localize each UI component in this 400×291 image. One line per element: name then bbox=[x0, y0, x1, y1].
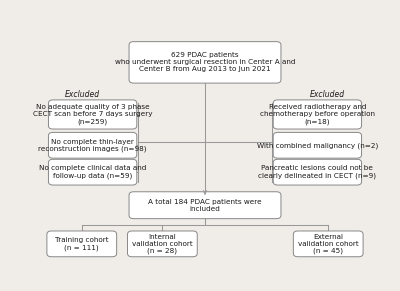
FancyBboxPatch shape bbox=[128, 231, 197, 257]
FancyBboxPatch shape bbox=[48, 159, 137, 185]
FancyBboxPatch shape bbox=[129, 192, 281, 219]
Text: Received radiotherapy and
chemotherapy before operation
(n=18): Received radiotherapy and chemotherapy b… bbox=[260, 104, 375, 125]
FancyBboxPatch shape bbox=[48, 100, 137, 129]
Text: 629 PDAC patients
who underwent surgical resection in Center A and
Center B from: 629 PDAC patients who underwent surgical… bbox=[115, 52, 295, 72]
Text: A total 184 PDAC patients were
included: A total 184 PDAC patients were included bbox=[148, 199, 262, 212]
FancyBboxPatch shape bbox=[47, 231, 117, 257]
FancyBboxPatch shape bbox=[48, 132, 137, 158]
FancyBboxPatch shape bbox=[273, 132, 362, 158]
Text: No complete thin-layer
reconstruction images (n=98): No complete thin-layer reconstruction im… bbox=[38, 139, 147, 152]
FancyBboxPatch shape bbox=[273, 100, 362, 129]
Text: Excluded: Excluded bbox=[65, 90, 100, 99]
Text: Training cohort
(n = 111): Training cohort (n = 111) bbox=[55, 237, 108, 251]
Text: With combined malignancy (n=2): With combined malignancy (n=2) bbox=[257, 142, 378, 148]
Text: Excluded: Excluded bbox=[310, 90, 345, 99]
Text: External
validation cohort
(n = 45): External validation cohort (n = 45) bbox=[298, 234, 359, 254]
Text: No adequate quality of 3 phase
CECT scan before 7 days surgery
(n=259): No adequate quality of 3 phase CECT scan… bbox=[33, 104, 152, 125]
FancyBboxPatch shape bbox=[129, 42, 281, 83]
Text: Internal
validation cohort
(n = 28): Internal validation cohort (n = 28) bbox=[132, 234, 193, 254]
Text: No complete clinical data and
follow-up data (n=59): No complete clinical data and follow-up … bbox=[39, 165, 146, 179]
FancyBboxPatch shape bbox=[273, 159, 362, 185]
FancyBboxPatch shape bbox=[293, 231, 363, 257]
Text: Pancreatic lesions could not be
clearly delineated in CECT (n=9): Pancreatic lesions could not be clearly … bbox=[258, 165, 376, 179]
